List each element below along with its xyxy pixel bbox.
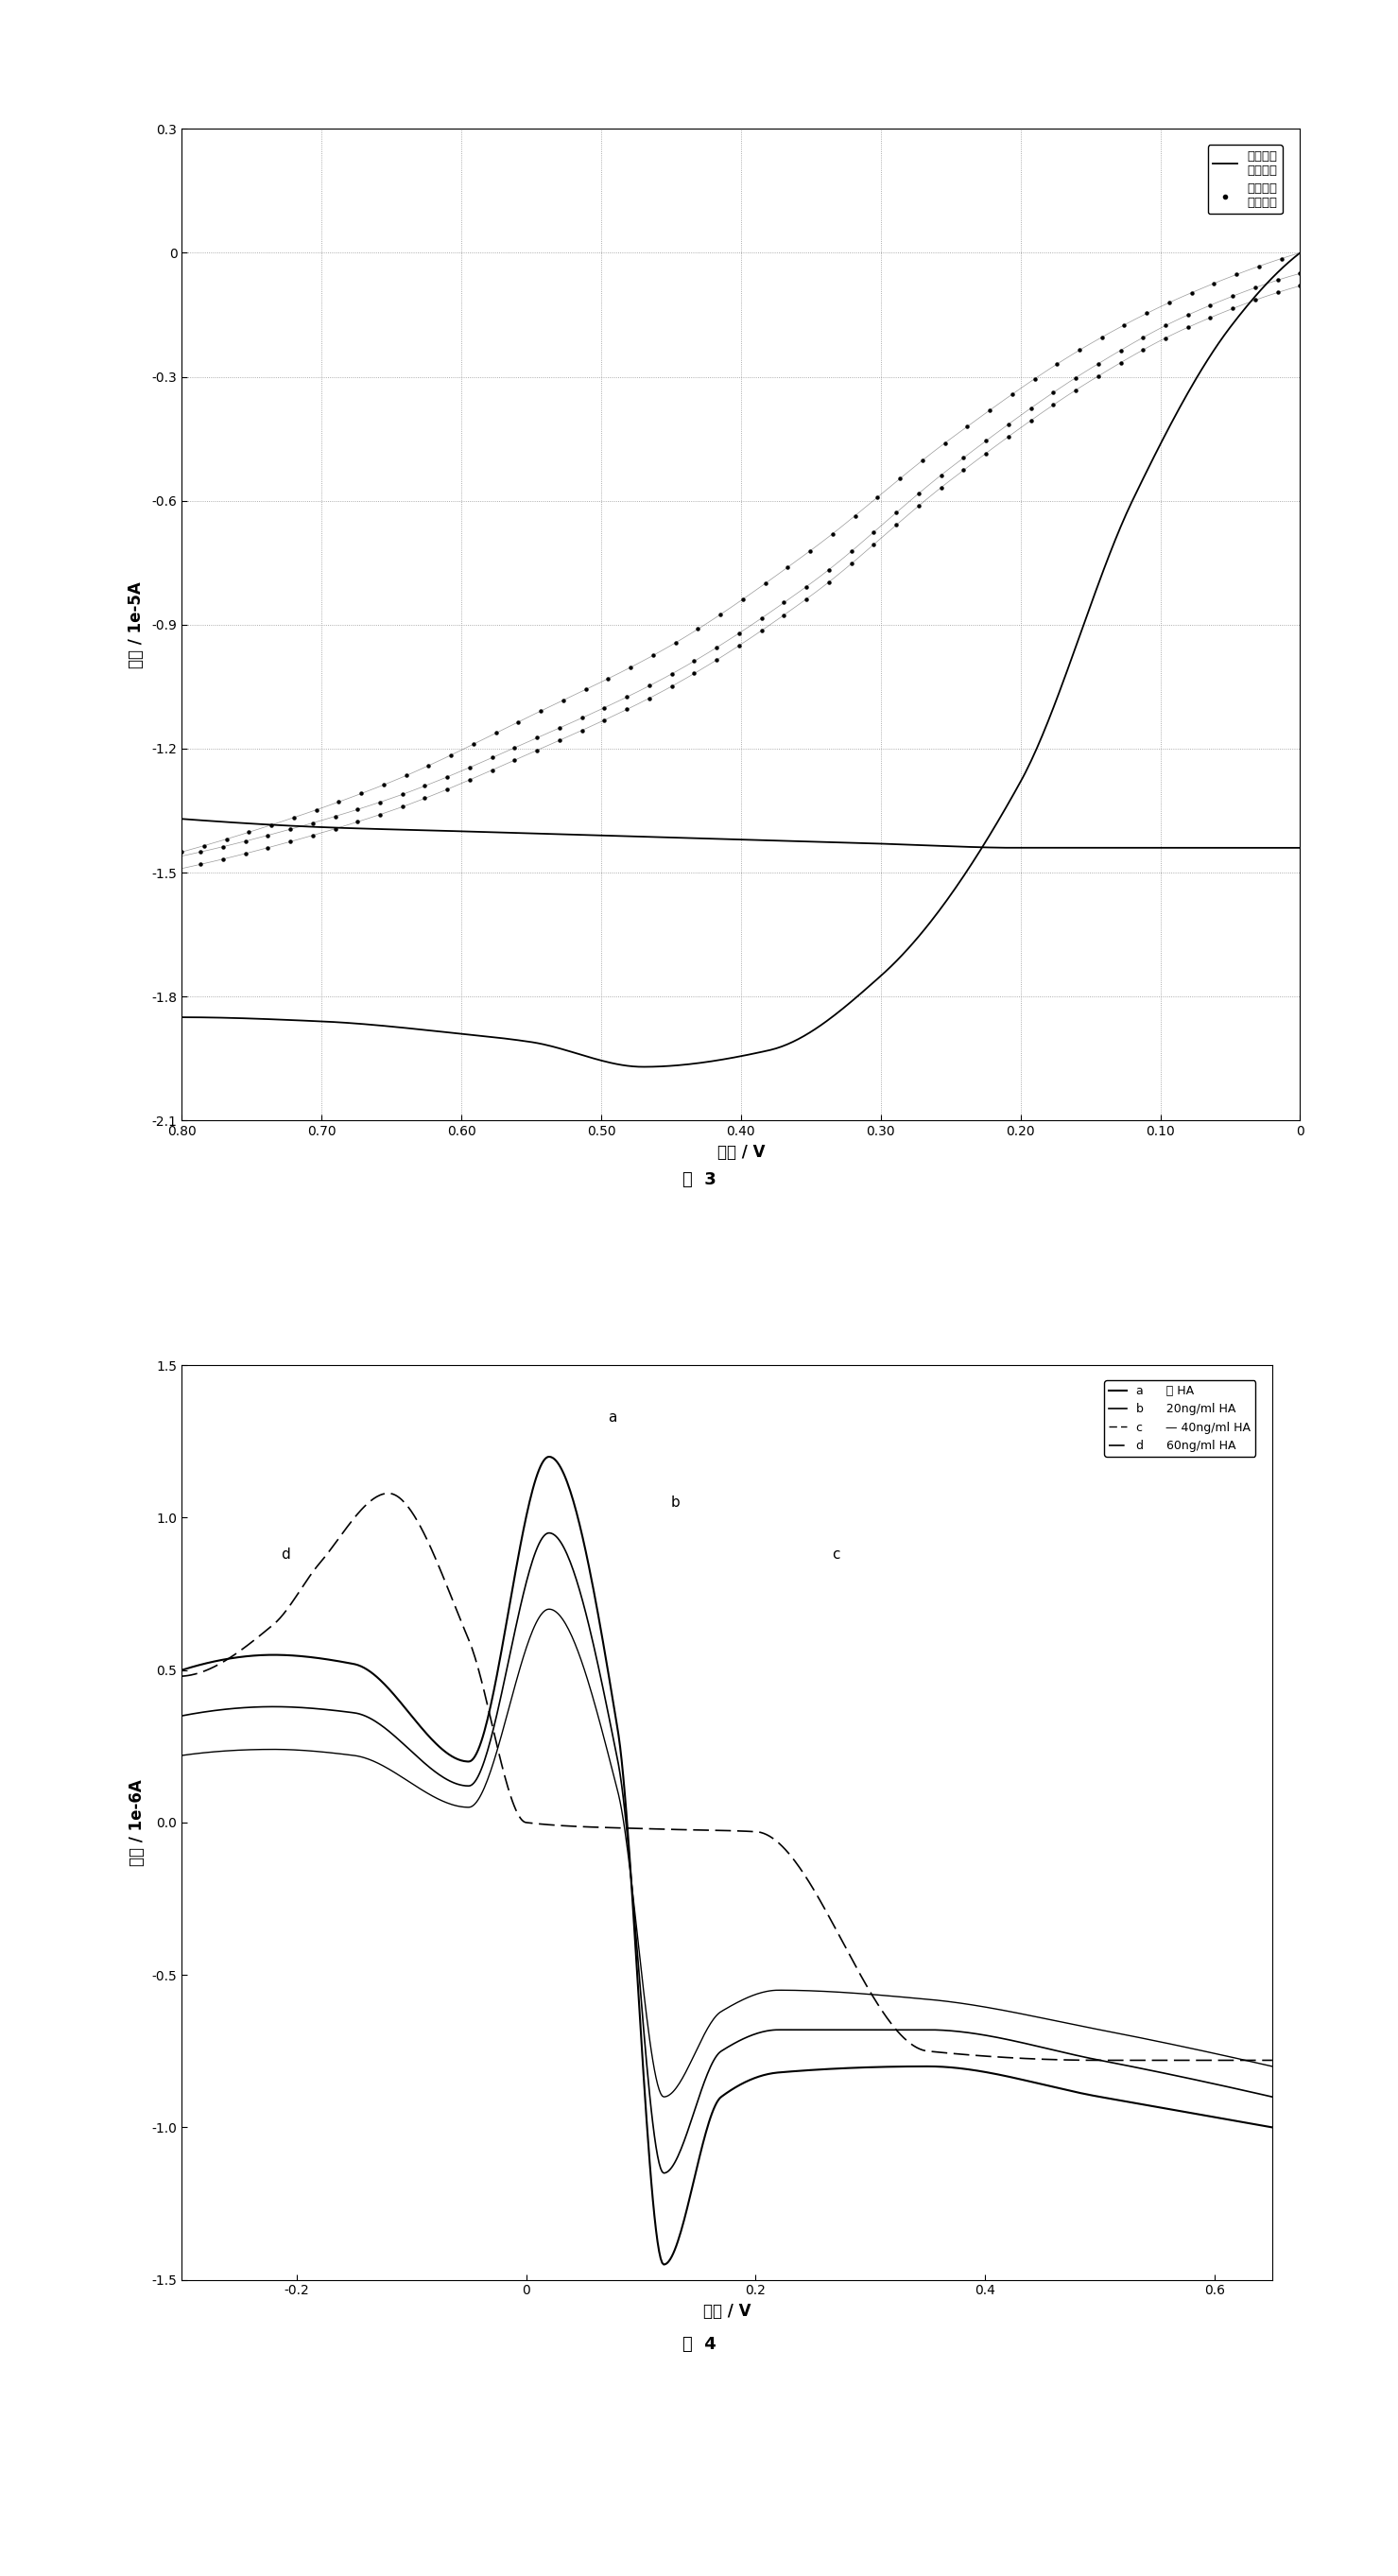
X-axis label: 电压 / V: 电压 / V [703, 2303, 751, 2321]
X-axis label: 电压 / V: 电压 / V [717, 1144, 765, 1162]
Y-axis label: 电流 / 1e-5A: 电流 / 1e-5A [129, 582, 145, 667]
Text: b: b [671, 1494, 679, 1510]
Text: c: c [832, 1548, 840, 1561]
Legend: a      无 HA, b      20ng/ml HA, c      — 40ng/ml HA, d      60ng/ml HA: a 无 HA, b 20ng/ml HA, c — 40ng/ml HA, d … [1104, 1381, 1255, 1455]
Text: 图  3: 图 3 [682, 1172, 716, 1188]
Y-axis label: 电流 / 1e-6A: 电流 / 1e-6A [129, 1780, 145, 1865]
Text: a: a [608, 1409, 617, 1425]
Text: d: d [281, 1548, 289, 1561]
Text: 图  4: 图 4 [682, 2336, 716, 2352]
Legend: 聚合前的
伏安曲线, 聚合后的
伏安曲线: 聚合前的 伏安曲线, 聚合后的 伏安曲线 [1208, 144, 1283, 214]
